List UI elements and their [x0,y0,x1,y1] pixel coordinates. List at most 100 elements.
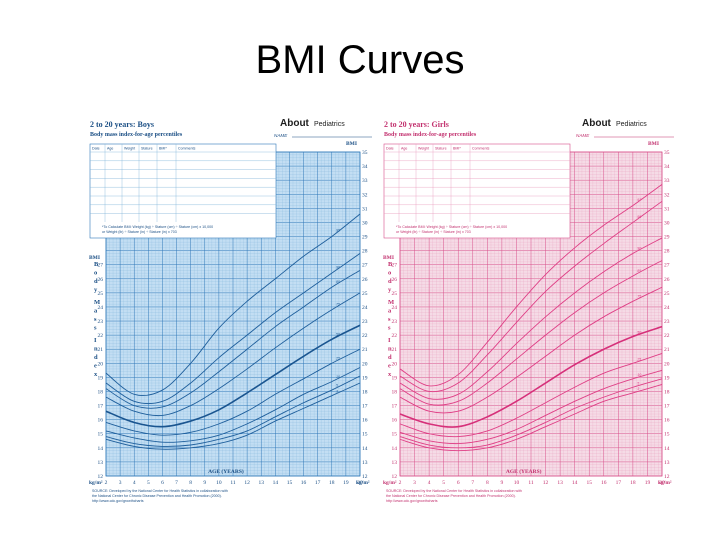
vertical-axis-letter: x [388,371,392,378]
x-tick-label: 12 [244,480,250,486]
y-tick-label-left: 12 [98,474,104,480]
table-header-cell: Weight [124,147,135,151]
percentile-curve-97 [399,184,663,387]
record-table [89,143,277,239]
x-tick-label: 18 [329,480,335,486]
vertical-axis-letter: M [94,299,100,306]
y-tick-label-left: 26 [98,277,104,283]
percentile-curve-5 [105,375,361,447]
x-tick-label: 19 [645,480,651,486]
x-tick-label: 13 [557,480,563,486]
y-tick-label-right: 24 [664,305,670,311]
percentile-label-10: 10 [336,375,340,379]
y-tick-label-left: 19 [392,375,398,381]
y-tick-label-right: 21 [362,347,368,353]
y-tick-label-right: 28 [362,249,368,255]
chart-subheader: Body mass index-for-age percentiles [384,132,477,138]
bmi-formula-line: *To Calculate BMI: Weight (kg) ÷ Stature… [396,225,507,229]
percentile-label-50: 50 [336,333,340,337]
y-tick-label-right: 16 [664,418,670,424]
y-tick-label-right: 23 [362,319,368,325]
vertical-axis-letter: d [388,354,392,361]
x-tick-label: 6 [161,480,164,486]
x-tick-label: 10 [216,480,222,486]
percentile-curve-75 [399,286,663,414]
y-tick-label-left: 18 [392,389,398,395]
x-tick-label: 9 [501,480,504,486]
y-tick-label-left: 12 [392,474,398,480]
y-tick-label-right: 19 [664,375,670,381]
percentile-curve-50 [399,325,663,428]
source-note-line: the National Center for Chronic Disease … [386,494,516,498]
x-tick-label: 7 [471,480,474,486]
y-tick-label-left: 21 [98,347,104,353]
x-tick-label: 7 [175,480,178,486]
y-tick-label-right: 31 [362,206,368,212]
percentile-label-90: 90 [336,266,340,270]
x-axis-label: AGE (YEARS) [208,468,244,475]
vertical-axis-letter: M [388,299,394,306]
percentile-curve-95 [105,213,361,397]
percentile-label-50: 50 [637,331,641,335]
y-tick-label-right: 14 [664,446,670,452]
source-note-line: the National Center for Chronic Disease … [92,494,222,498]
y-tick-label-right: 20 [664,361,670,367]
y-tick-label-right: 34 [664,164,670,170]
y-tick-label-right: 12 [362,474,368,480]
unit-label-right: kg/m² [356,480,370,486]
x-tick-label: 19 [343,480,349,486]
table-header-cell: Age [401,147,407,151]
x-tick-label: 20 [357,480,363,486]
x-axis-label: AGE (YEARS) [506,468,542,475]
percentile-curve-85 [105,269,361,409]
percentile-curve-50 [105,324,361,428]
logo-main: About [280,118,310,129]
x-tick-label: 15 [287,480,293,486]
y-tick-label-left: 15 [98,432,104,438]
chart-header: 2 to 20 years: Boys [90,120,154,129]
y-tick-label-left: 18 [98,389,104,395]
percentile-curve-3 [399,384,663,452]
y-tick-label-left: 16 [98,418,104,424]
y-tick-label-left: 17 [98,404,104,410]
y-tick-label-right: 33 [664,178,670,184]
logo-main: About [582,118,612,129]
table-header-cell: BMI* [159,147,167,151]
y-tick-label-left: 25 [392,291,398,297]
vertical-axis-letter: s [388,316,391,323]
name-label: NAME [576,133,590,138]
percentile-curve-75 [105,292,361,417]
chart-subheader: Body mass index-for-age percentiles [90,132,183,138]
vertical-axis-letter: d [388,278,392,285]
y-tick-label-left: 23 [98,319,104,325]
x-tick-label: 20 [659,480,665,486]
y-tick-label-right: 35 [362,150,368,156]
chart-header: 2 to 20 years: Girls [384,120,449,129]
x-tick-label: 14 [273,480,279,486]
x-tick-label: 17 [616,480,622,486]
y-tick-label-left: 14 [392,446,398,452]
table-header-cell: Comments [472,147,490,151]
y-tick-label-right: 29 [362,235,368,241]
x-tick-label: 4 [428,480,431,486]
y-tick-label-left: 17 [392,404,398,410]
percentile-curve-85 [399,260,663,406]
y-tick-label-left: 21 [392,347,398,353]
y-tick-label-left: 22 [392,333,398,339]
x-tick-label: 11 [528,480,534,486]
table-header-cell: Age [107,147,113,151]
x-tick-label: 8 [189,480,192,486]
percentile-label-95: 95 [336,229,340,233]
vertical-axis-letter: n [94,346,98,353]
y-tick-label-right: 15 [664,432,670,438]
unit-label-left: kg/m² [383,480,397,486]
percentile-label-10: 10 [637,373,641,377]
table-header-cell: Date [386,147,394,151]
y-tick-label-left: 26 [392,277,398,283]
vertical-axis-letter: x [94,371,98,378]
vertical-axis-letter: y [94,287,98,294]
y-tick-label-right: 32 [362,192,368,198]
unit-label-left: kg/m² [89,480,103,486]
logo-sub: Pediatrics [314,121,345,128]
y-tick-label-left: 16 [392,418,398,424]
